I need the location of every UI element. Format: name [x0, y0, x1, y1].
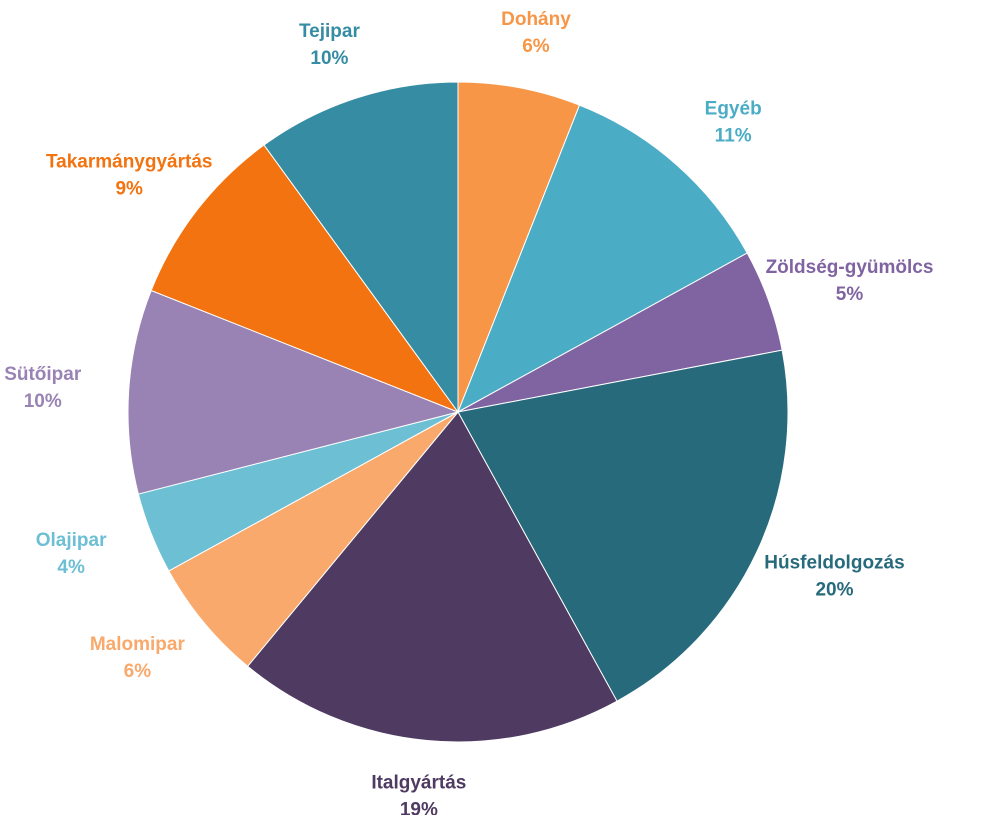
pie-slice: [457, 104, 748, 414]
pie-slice: [150, 144, 460, 414]
value-label: 6%: [124, 661, 152, 682]
pie-slice: [246, 411, 618, 743]
slice-label: Húsfeldolgozás: [764, 552, 904, 573]
value-label: 11%: [715, 125, 752, 146]
pie-slice: [127, 289, 460, 495]
slice-label: Zöldség-gyümölcs: [766, 257, 934, 278]
value-label: 4%: [57, 557, 85, 578]
value-label: 20%: [815, 579, 853, 600]
slice-label: Dohány: [501, 9, 571, 30]
value-label: 9%: [115, 178, 143, 199]
value-label: 19%: [400, 799, 438, 815]
value-label: 5%: [836, 284, 864, 305]
slice-label: Olajipar: [36, 530, 107, 551]
pie-slice: [263, 81, 459, 414]
slice-label: Tejipar: [299, 21, 360, 42]
pie-slice: [457, 81, 581, 413]
slice-label: Takarmánygyártás: [46, 151, 213, 172]
value-label: 10%: [24, 391, 62, 412]
pie-slice: [457, 349, 789, 702]
pie-slice: [168, 411, 459, 667]
slice-label: Sütőipar: [4, 364, 82, 385]
slice-label: Egyéb: [705, 98, 762, 119]
value-label: 10%: [310, 48, 348, 69]
slice-label: Malomipar: [90, 634, 186, 655]
value-label: 6%: [522, 36, 550, 57]
slice-label: Italgyártás: [371, 772, 466, 793]
